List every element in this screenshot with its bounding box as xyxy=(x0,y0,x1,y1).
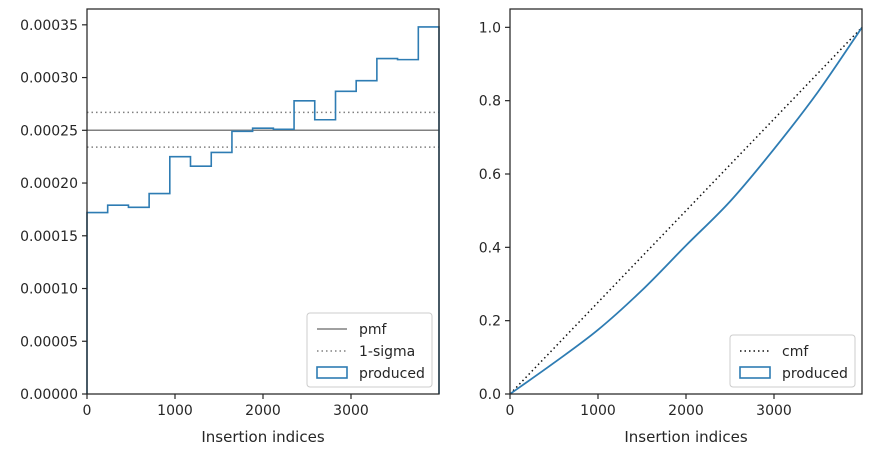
x-tick-label: 0 xyxy=(83,403,92,419)
x-tick-label: 0 xyxy=(506,403,515,419)
x-tick-label: 3000 xyxy=(756,403,792,419)
legend: pmf 1-sigma produced xyxy=(306,312,433,388)
y-tick-label: 0.00000 xyxy=(20,387,78,403)
legend-label: pmf xyxy=(359,322,388,338)
legend-label: produced xyxy=(359,366,425,382)
y-tick-label: 0.00030 xyxy=(20,71,78,87)
legend-label: produced xyxy=(782,366,848,382)
produced-step-histogram xyxy=(86,26,440,394)
x-tick-label: 3000 xyxy=(333,403,369,419)
axis-ticks: 0 1000 2000 3000 0.0 0.2 0.4 0.6 0.8 1.0 xyxy=(479,20,792,419)
x-axis-title: Insertion indices xyxy=(624,428,747,446)
y-tick-label: 0.8 xyxy=(479,94,501,110)
x-axis-title: Insertion indices xyxy=(201,428,324,446)
legend-label: 1-sigma xyxy=(359,344,415,360)
y-tick-label: 0.6 xyxy=(479,167,501,183)
y-tick-label: 0.2 xyxy=(479,314,501,330)
reference-lines xyxy=(87,111,439,148)
legend-box xyxy=(729,334,856,388)
x-tick-label: 1000 xyxy=(580,403,616,419)
legend-swatch xyxy=(316,366,348,379)
x-tick-label: 1000 xyxy=(157,403,193,419)
y-tick-label: 0.4 xyxy=(479,240,501,256)
legend-swatch xyxy=(739,366,771,379)
x-tick-label: 2000 xyxy=(245,403,281,419)
produced-cumulative-line xyxy=(509,26,863,395)
y-tick-label: 0.00005 xyxy=(20,334,78,350)
y-tick-label: 0.00015 xyxy=(20,229,78,245)
right-panel-cmf: 0 1000 2000 3000 0.0 0.2 0.4 0.6 0.8 1.0 Insertio… xyxy=(479,8,863,446)
y-tick-label: 0.00025 xyxy=(20,123,78,139)
legend-label: cmf xyxy=(782,344,809,360)
legend-box xyxy=(306,312,433,388)
y-tick-label: 0.00035 xyxy=(20,18,78,34)
axis-ticks: 0 1000 2000 3000 0.00000 0.00005 0.00010 0.0001… xyxy=(20,18,369,419)
y-tick-label: 0.00020 xyxy=(20,176,78,192)
cmf-dotted-line xyxy=(509,26,863,395)
y-tick-label: 0.0 xyxy=(479,387,501,403)
y-tick-label: 0.00010 xyxy=(20,282,78,298)
left-panel-pmf-histogram: 0 1000 2000 3000 0.00000 0.00005 0.00010 0.0001… xyxy=(20,8,440,446)
x-tick-label: 2000 xyxy=(668,403,704,419)
legend: cmf produced xyxy=(729,334,856,388)
y-tick-label: 1.0 xyxy=(479,20,501,36)
